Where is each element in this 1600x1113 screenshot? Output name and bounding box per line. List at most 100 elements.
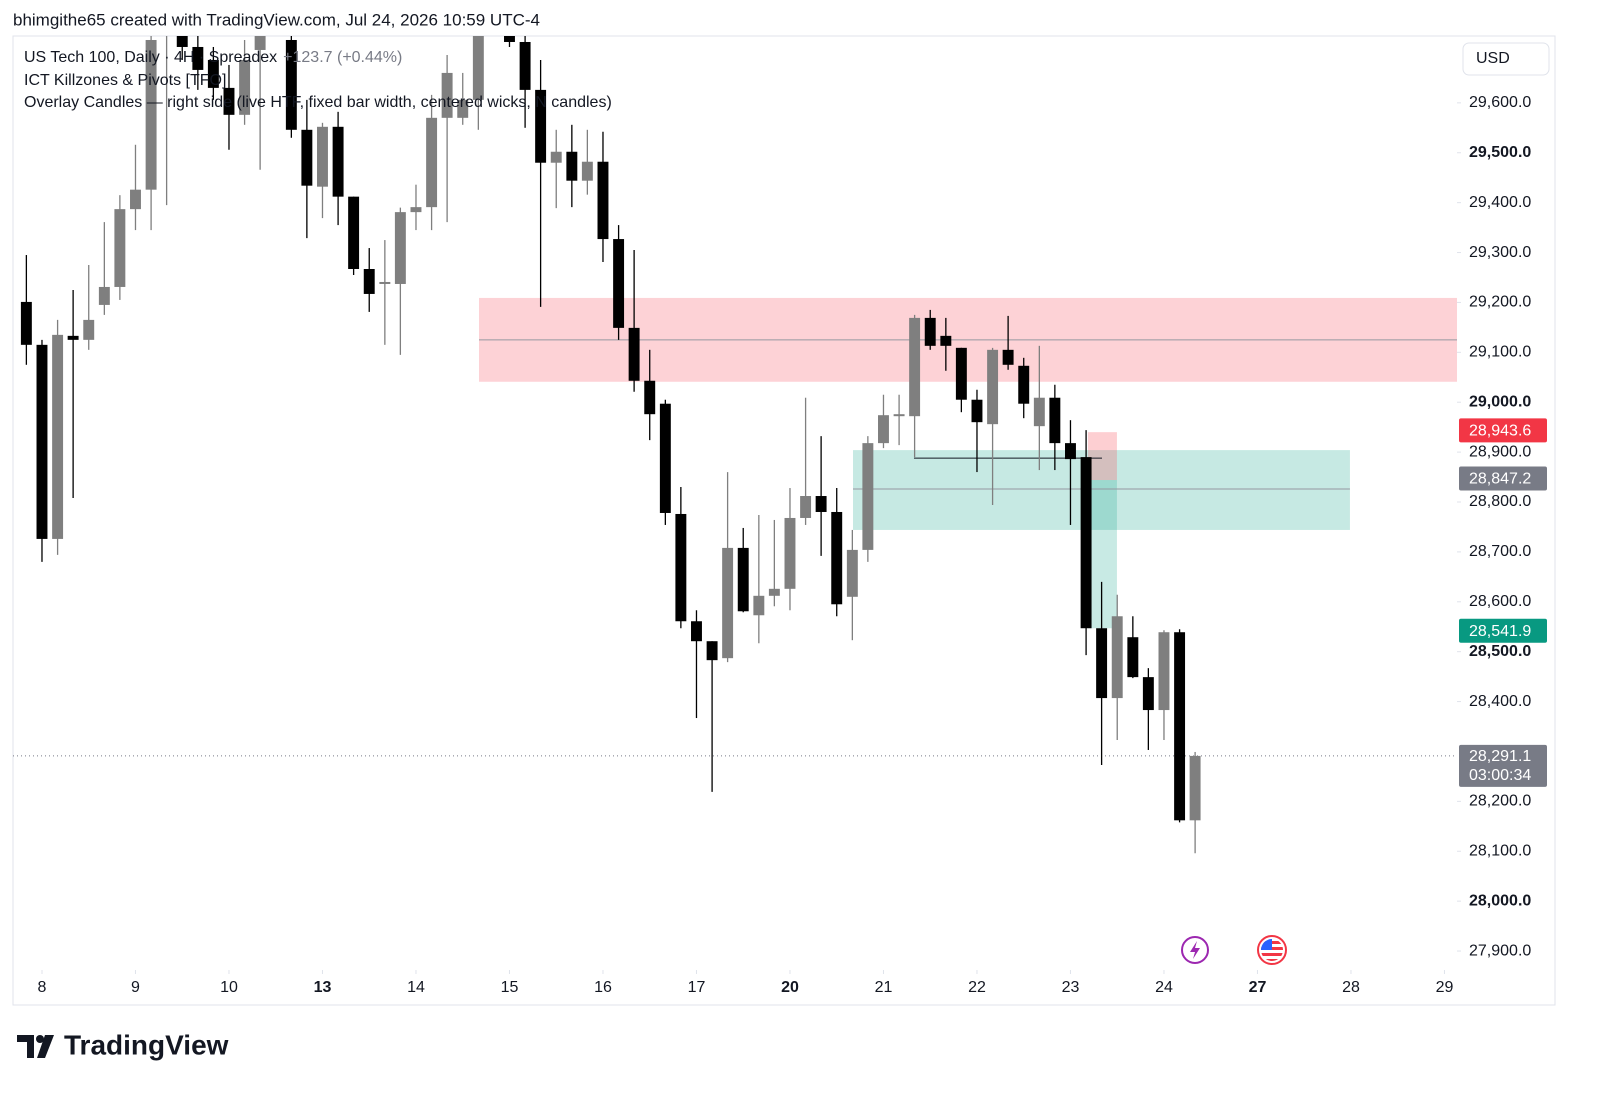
x-tick-label: 22: [968, 979, 986, 996]
y-tick-label: 28,400.0: [1469, 693, 1531, 710]
candle-body: [176, 36, 188, 47]
y-tick-label: 28,200.0: [1469, 793, 1531, 810]
price-label-box: [1459, 618, 1547, 643]
candle-body: [317, 126, 328, 187]
candle-body: [706, 641, 718, 661]
candle-body: [1189, 755, 1201, 821]
candle-body: [426, 117, 438, 208]
legend: US Tech 100, Daily · 4H · Spreadex +123.…: [24, 49, 612, 111]
price-label-box: [1459, 466, 1547, 491]
y-tick-label: 28,000.0: [1469, 892, 1531, 909]
candle-body: [410, 207, 422, 213]
event-icon[interactable]: [1257, 935, 1287, 965]
candle-body: [722, 547, 734, 659]
frame: [12, 35, 1556, 1006]
candle-body: [815, 496, 827, 512]
candle-body: [659, 403, 671, 513]
candle-body: [114, 209, 126, 287]
y-tick-label: 28,100.0: [1469, 842, 1531, 859]
candle-body: [1002, 349, 1014, 365]
candle-body: [550, 151, 562, 163]
event-icon[interactable]: [1181, 936, 1209, 964]
zone: [1087, 480, 1117, 629]
candle-body: [753, 595, 765, 616]
x-tick-label: 24: [1155, 979, 1173, 996]
candle-body: [737, 547, 749, 612]
candle-body: [192, 46, 204, 70]
y-tick-label: 29,000.0: [1469, 393, 1531, 410]
candle-body: [862, 443, 874, 550]
last-price-box: [1459, 744, 1547, 787]
candle-body: [691, 621, 702, 642]
candle-body: [67, 335, 79, 340]
y-tick-label: 29,600.0: [1469, 94, 1531, 111]
candle-body: [1096, 628, 1108, 699]
y-tick-label: 29,100.0: [1469, 344, 1531, 361]
y-tick-label: 28,800.0: [1469, 493, 1531, 510]
zone: [852, 450, 1350, 530]
candle-body: [363, 269, 375, 294]
x-tick-label: 27: [1249, 979, 1267, 996]
change: +123.7 (+0.44%): [283, 49, 402, 66]
candle-body: [987, 349, 999, 425]
price-label: 28,943.6: [1469, 423, 1531, 440]
currency-button[interactable]: [1462, 42, 1550, 76]
candle-body: [254, 36, 266, 50]
x-tick-label: 21: [875, 979, 893, 996]
candle-body: [831, 511, 843, 605]
title: US Tech 100, Daily · 4H · Spreadex: [24, 49, 277, 66]
price-label-box: [1459, 418, 1547, 443]
candle-body: [1018, 365, 1030, 404]
price-label: 28,847.2: [1469, 471, 1531, 488]
x-tick-label: 17: [688, 979, 706, 996]
candle-body: [768, 588, 780, 596]
candle-body: [457, 99, 469, 118]
candle-body: [1065, 443, 1076, 460]
candle-body: [613, 239, 625, 328]
currency[interactable]: USD: [1476, 50, 1510, 67]
candle-body: [519, 41, 531, 90]
candle-body: [20, 301, 32, 345]
candle-body: [581, 161, 593, 181]
candle-body: [504, 36, 515, 42]
x-tick-label: 8: [38, 979, 47, 996]
x-tick-label: 20: [781, 979, 799, 996]
y-tick-label: 29,200.0: [1469, 294, 1531, 311]
y-tick-label: 28,700.0: [1469, 543, 1531, 560]
candle-body: [1158, 632, 1170, 711]
x-tick-label: 15: [501, 979, 519, 996]
candle-body: [36, 344, 48, 539]
candle-body: [675, 513, 687, 622]
indicator: ICT Killzones & Pivots [TFO]: [24, 72, 226, 89]
candle-body: [597, 161, 609, 240]
candle-body: [971, 399, 983, 423]
countdown: 03:00:34: [1469, 767, 1531, 784]
candle-body: [301, 129, 313, 186]
brand: TradingView: [64, 1029, 229, 1060]
candle-body: [472, 36, 484, 100]
candle-body: [1033, 397, 1045, 427]
candle-body: [98, 286, 110, 305]
y-tick-label: 28,600.0: [1469, 593, 1531, 610]
candle-body: [52, 334, 64, 539]
x-tick-label: 14: [407, 979, 425, 996]
y-tick-label: 29,400.0: [1469, 194, 1531, 211]
candle-body: [223, 87, 235, 115]
candle-body: [1049, 397, 1061, 444]
candle-body: [924, 317, 936, 346]
candle-body: [800, 496, 812, 518]
candle-body: [535, 89, 547, 163]
x-tick-label: 23: [1062, 979, 1080, 996]
x-tick-label: 9: [131, 979, 140, 996]
candle-body: [441, 72, 453, 118]
candle-body: [784, 517, 796, 589]
candle-body: [955, 347, 967, 400]
indicator: Overlay Candles — right side (live HTF, …: [24, 94, 612, 111]
plot: [13, 36, 1457, 854]
candle-body: [846, 549, 858, 597]
x-tick-label: 10: [220, 979, 238, 996]
candle-body: [145, 39, 157, 190]
y-tick-label: 29,500.0: [1469, 144, 1531, 161]
candle-body: [394, 212, 406, 284]
